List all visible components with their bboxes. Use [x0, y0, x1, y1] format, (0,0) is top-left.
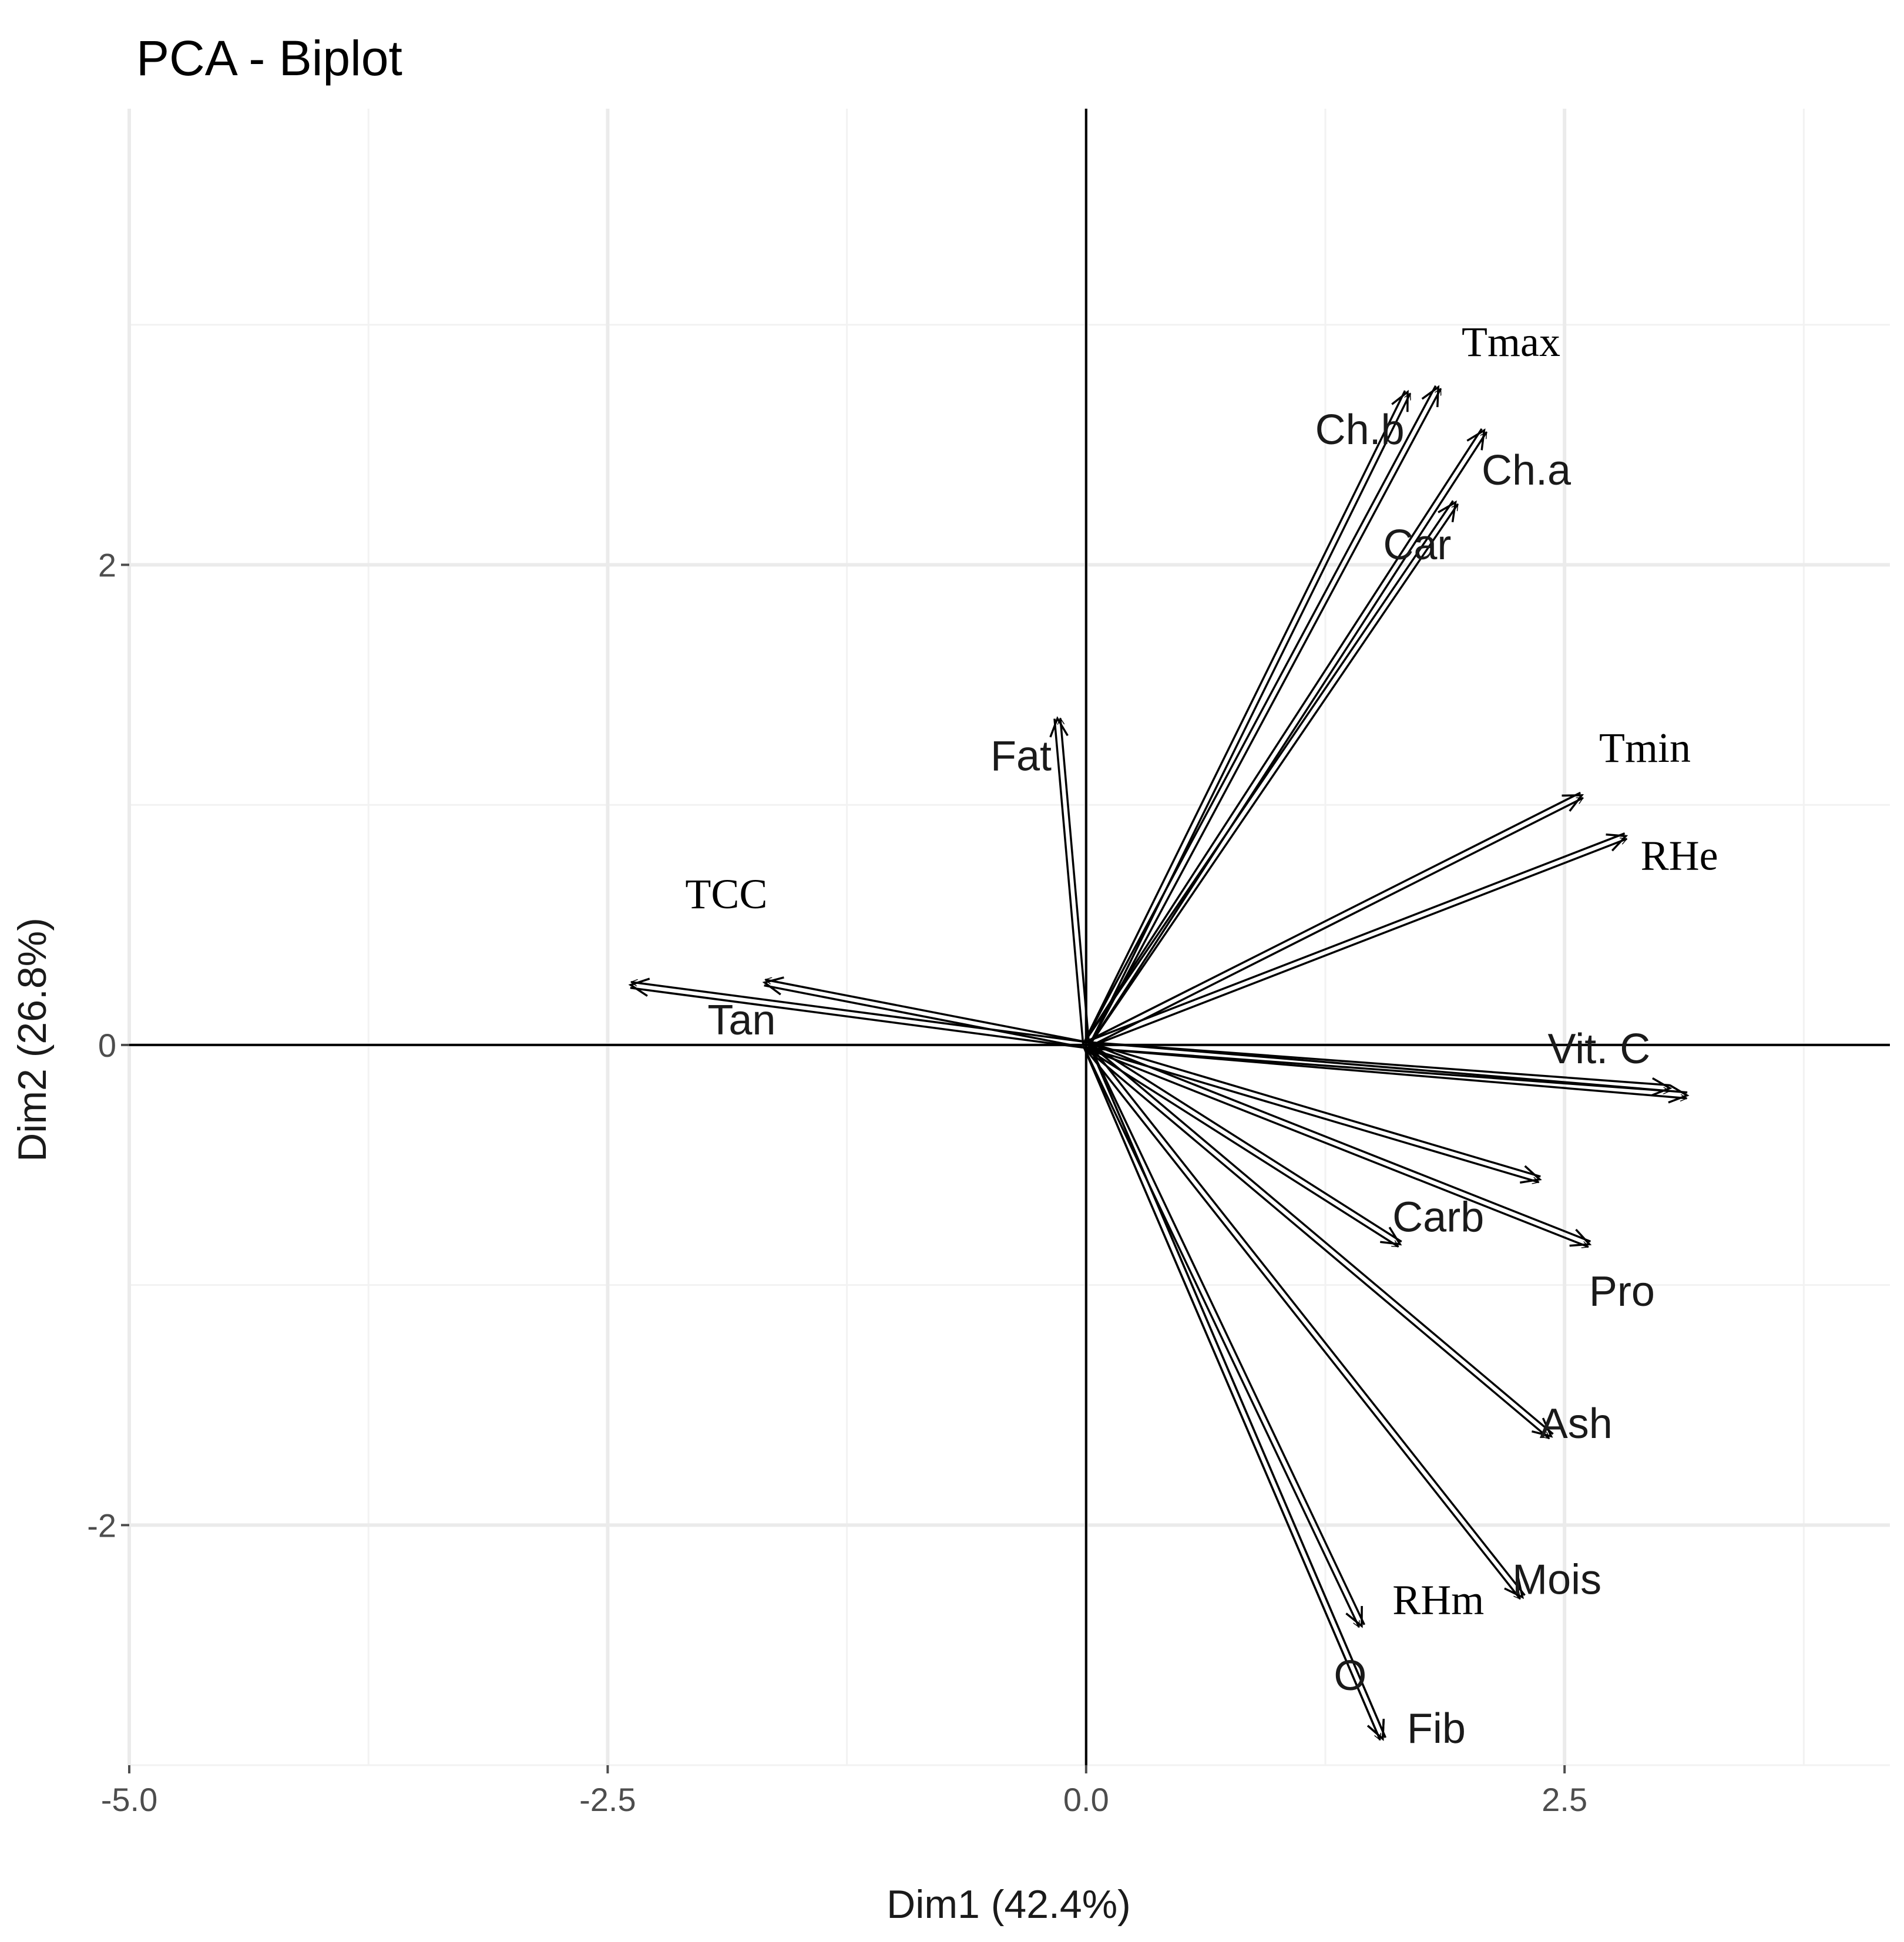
variable-arrow	[1087, 432, 1488, 1047]
arrow-layer	[628, 385, 1690, 1741]
variable-label: Tmax	[1462, 318, 1560, 365]
variable-arrow	[1087, 388, 1442, 1047]
chart-title: PCA - Biplot	[136, 31, 402, 86]
variable-arrow	[1084, 1046, 1589, 1247]
variable-arrow-shadow	[764, 984, 1086, 1049]
variable-arrowhead	[628, 977, 650, 997]
variable-arrow	[1084, 1046, 1398, 1248]
variable-arrow-shadow	[1082, 385, 1437, 1044]
label-layer: Tmax Ch.b Ch.a Car Fat Tmin RHe TCC Tan Vit. C Car…	[685, 318, 1718, 1752]
y-tick-label: -2	[87, 1507, 116, 1544]
variable-arrowhead	[1562, 794, 1584, 812]
variable-arrowhead	[1569, 1228, 1592, 1247]
variable-arrowhead	[1380, 1227, 1402, 1246]
variable-arrow-shadow	[1083, 500, 1454, 1044]
variable-arrow	[1082, 1046, 1380, 1740]
x-tick-label: -5.0	[101, 1781, 158, 1818]
variable-arrow	[1086, 839, 1627, 1049]
variable-arrow-shadow	[1087, 1041, 1402, 1243]
variable-arrow	[1087, 797, 1583, 1049]
variable-arrow	[1083, 1046, 1550, 1440]
variable-arrowhead	[1366, 1718, 1385, 1741]
variable-label: Fib	[1407, 1705, 1466, 1752]
variable-label: TCC	[685, 871, 767, 918]
variable-label: RHe	[1641, 832, 1718, 879]
variable-arrowhead	[762, 976, 784, 996]
variable-arrow	[1060, 718, 1090, 1045]
variable-label: Car	[1383, 522, 1451, 569]
variable-arrow	[1087, 504, 1459, 1047]
variable-arrow	[1084, 1047, 1539, 1182]
variable-arrow	[765, 980, 1087, 1043]
variable-arrow	[1087, 393, 1412, 1047]
variable-arrow-shadow	[1084, 791, 1581, 1044]
variable-label: Tan	[707, 997, 775, 1044]
x-axis-title: Dim1 (42.4%)	[886, 1882, 1131, 1927]
variable-arrow-shadow	[1084, 832, 1626, 1043]
x-tick-label: -2.5	[579, 1781, 636, 1818]
variable-label: Fat	[990, 733, 1052, 780]
variable-arrow-shadow	[1087, 1042, 1526, 1596]
variable-arrowhead	[1049, 716, 1069, 738]
variable-arrow	[1083, 1046, 1521, 1599]
y-axis-title: Dim2 (26.8%)	[10, 918, 55, 1162]
y-tick-label: 0	[98, 1027, 116, 1064]
variable-arrow-shadow	[1087, 1043, 1386, 1738]
variable-arrow-shadow	[1087, 1041, 1554, 1435]
variable-label: Pro	[1589, 1268, 1655, 1315]
variable-label: Ch.a	[1482, 447, 1571, 494]
variable-arrowhead	[1606, 833, 1628, 852]
variable-arrowhead	[1345, 1605, 1363, 1628]
variable-arrow-shadow	[1087, 1041, 1591, 1243]
variable-label: Mois	[1512, 1556, 1601, 1603]
axis-layer: -5.0 -2.5 0.0 2.5 -2 0 2	[87, 109, 1890, 1818]
variable-arrow-shadow	[1083, 428, 1483, 1044]
variable-arrowhead	[1438, 500, 1457, 523]
variable-arrow-shadow	[1082, 390, 1406, 1044]
variable-label: Vit. C	[1547, 1026, 1650, 1073]
variable-arrowhead	[1668, 1084, 1690, 1104]
variable-arrowhead	[1651, 1077, 1673, 1097]
variable-arrowhead	[1466, 428, 1486, 451]
variable-arrow	[1082, 1046, 1360, 1627]
x-tick-label: 0.0	[1063, 1781, 1109, 1818]
variable-arrowhead	[1421, 385, 1440, 408]
x-tick-label: 2.5	[1542, 1781, 1587, 1818]
variable-label: RHm	[1392, 1577, 1484, 1624]
variable-arrowhead	[1532, 1417, 1553, 1438]
variable-arrow-shadow	[1053, 718, 1084, 1046]
variable-label: Ash	[1540, 1400, 1613, 1447]
variable-arrow-shadow	[630, 986, 1086, 1049]
variable-arrow-shadow	[1086, 1041, 1541, 1178]
variable-arrow	[631, 982, 1087, 1043]
variable-label: Tmin	[1599, 724, 1691, 771]
variable-arrow-shadow	[1087, 1043, 1365, 1625]
variable-label: O	[1334, 1652, 1366, 1699]
variable-arrowhead	[1391, 389, 1409, 412]
variable-arrow-shadow	[1086, 1041, 1670, 1087]
y-tick-label: 2	[98, 547, 116, 584]
variable-arrowhead	[1520, 1165, 1542, 1184]
variable-label: Carb	[1392, 1194, 1484, 1241]
variable-arrow	[1086, 1047, 1670, 1091]
variable-label: Ch.b	[1315, 406, 1405, 453]
variable-arrowhead	[1504, 1577, 1524, 1600]
